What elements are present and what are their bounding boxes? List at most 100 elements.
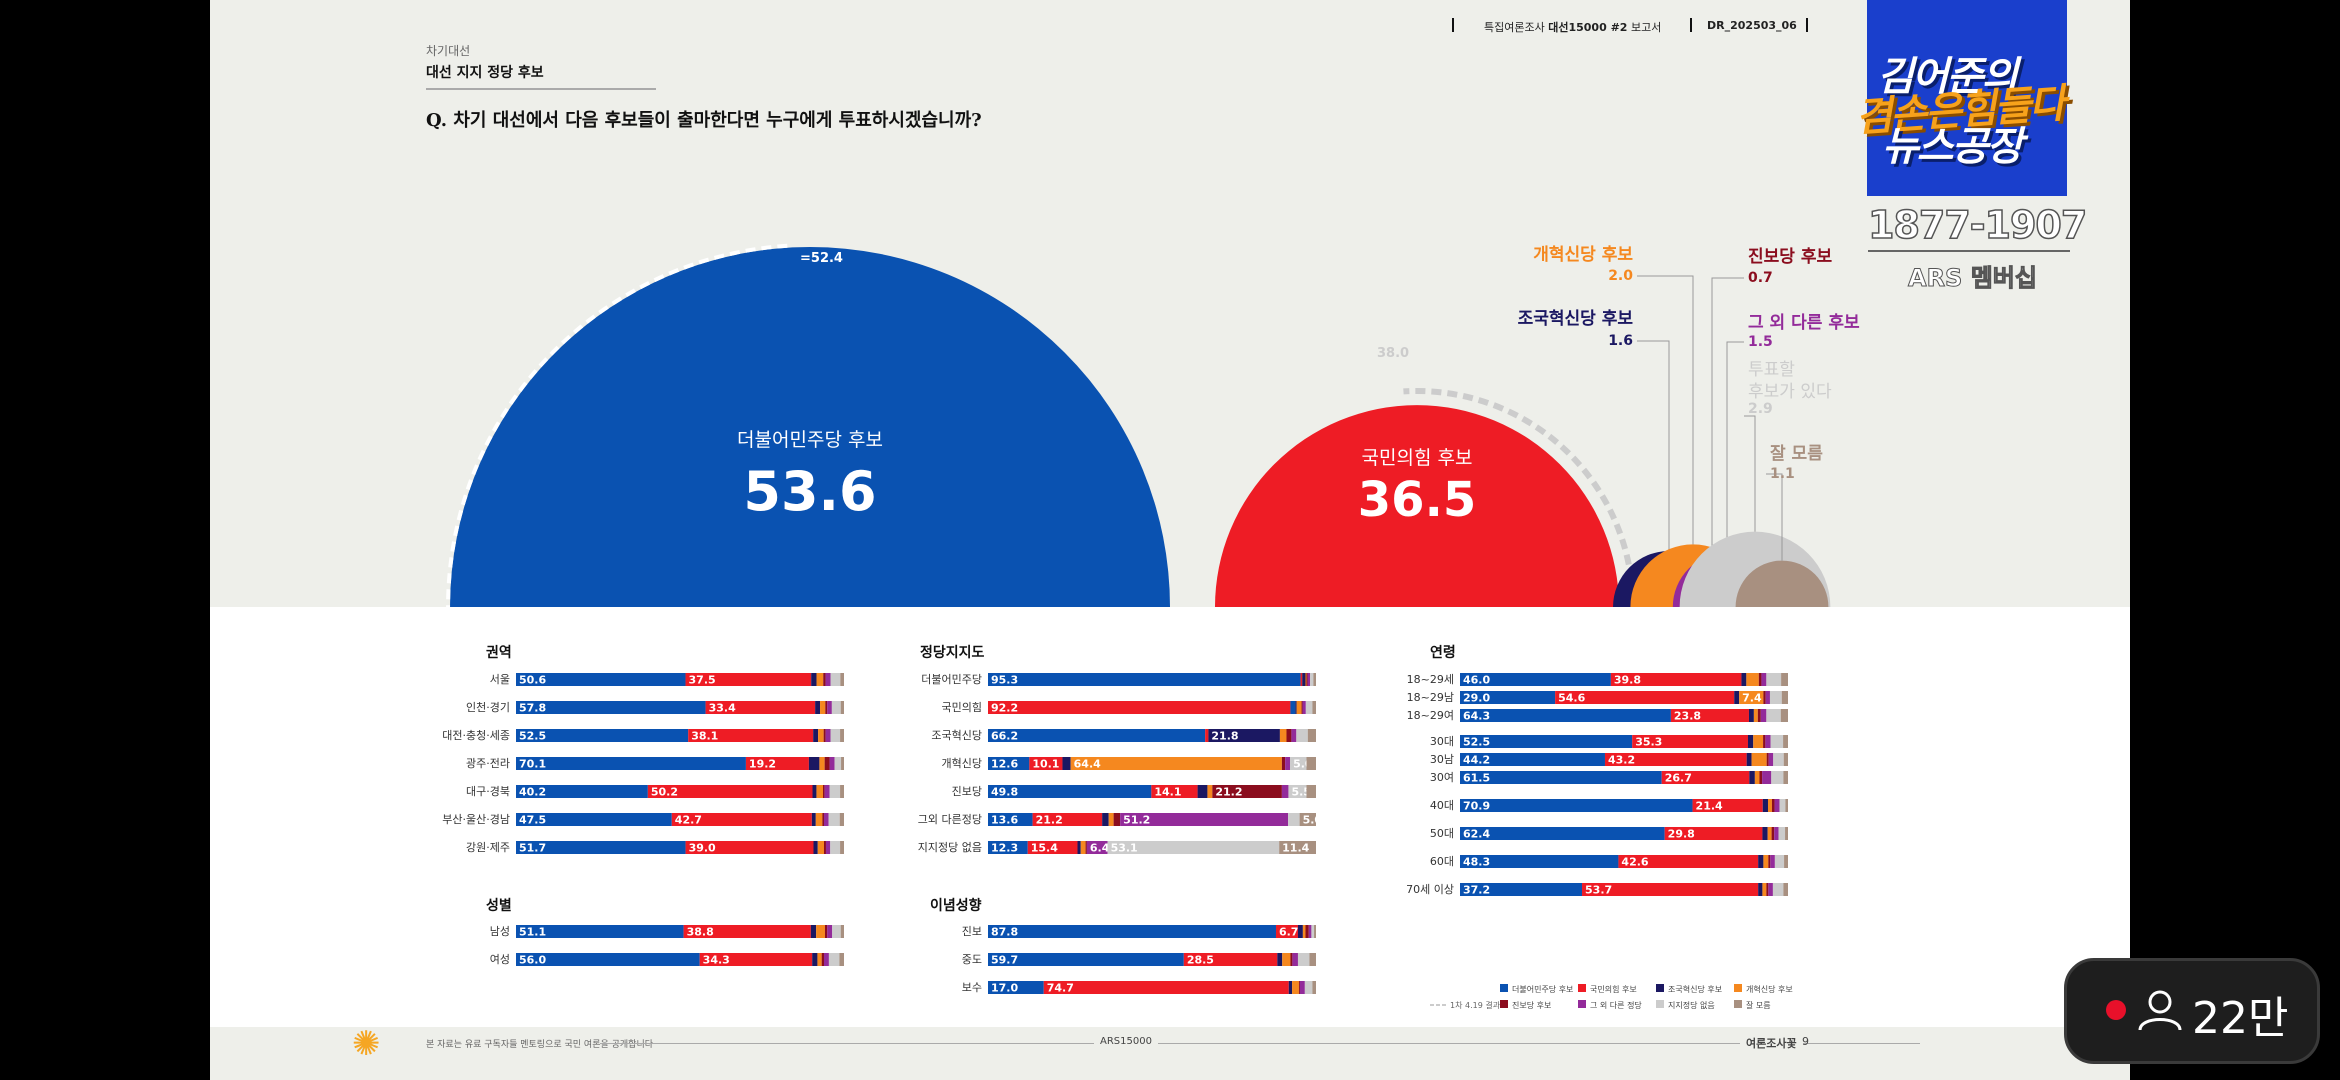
footer-brand: 여론조사꽃	[1740, 1035, 1803, 1051]
bar-segment-ppp	[688, 729, 814, 742]
bar-segment-ppp	[1618, 855, 1759, 868]
bar-segment-progressive	[1286, 729, 1292, 742]
bar-value-label: 50.6	[519, 674, 546, 687]
bar-segment-other	[1765, 691, 1770, 704]
row-label-party: 더불어민주당	[921, 673, 982, 686]
footer-bar	[210, 1027, 2130, 1080]
bar-value-label: 21.4	[1696, 800, 1723, 813]
bar-segment-reform	[1292, 981, 1299, 994]
report-slide: 차기대선 대선 지지 정당 후보 Q. 차기 대선에서 다음 후보들이 출마한다…	[210, 0, 2130, 1080]
bar-segment-dontknow	[1783, 753, 1788, 766]
leader-line-progressive	[1711, 277, 1744, 570]
bar-segment-progressive	[1763, 735, 1766, 748]
bar-segment-dontknow	[1781, 691, 1788, 704]
bar-segment-reform	[1753, 709, 1758, 722]
bar-value-label: 15.4	[1031, 842, 1058, 855]
bar-value-label: 23.8	[1674, 710, 1701, 723]
bar-segment-dem	[1460, 855, 1619, 868]
bar-segment-other	[823, 953, 829, 966]
legend-label-jogook: 조국혁신당 후보	[1668, 984, 1722, 994]
bar-segment-reform	[818, 729, 824, 742]
bar-value-label: 51.1	[519, 926, 546, 939]
row-label-age: 18~29여	[1407, 709, 1454, 722]
bar-segment-ppp	[685, 673, 812, 686]
bar-value-label: 54.6	[1558, 692, 1585, 705]
row-label-age: 30여	[1430, 771, 1454, 784]
row-label-gender: 여성	[490, 953, 510, 966]
bar-segment-dontknow	[1312, 981, 1316, 994]
bubble-dem-previous-arc	[446, 243, 788, 608]
bar-segment-other	[1086, 841, 1108, 854]
bar-segment-jogook	[1277, 953, 1283, 966]
logo-subtitle: ARS 멤버십	[1908, 264, 2038, 293]
bar-segment-none	[1310, 673, 1314, 686]
bar-segment-progressive	[1298, 981, 1300, 994]
row-label-region: 서울	[490, 673, 510, 686]
row-label-party: 진보당	[952, 785, 982, 798]
bar-segment-dem	[1460, 771, 1662, 784]
bar-segment-progressive	[825, 701, 828, 714]
row-label-party: 그외 다른정당	[918, 813, 982, 826]
bar-segment-none	[830, 841, 841, 854]
bar-segment-none	[830, 673, 841, 686]
viewer-count: 22만	[2192, 993, 2289, 1044]
bar-segment-dem	[1460, 735, 1633, 748]
bar-segment-none	[1773, 753, 1784, 766]
bubble-dem-name: 더불어민주당 후보	[737, 429, 883, 451]
bar-segment-dontknow	[840, 925, 844, 938]
bubble-ppp	[1214, 405, 1620, 607]
bar-value-label: 37.5	[689, 674, 716, 687]
bar-value-label: 42.6	[1621, 856, 1648, 869]
bar-value-label: 40.2	[519, 786, 546, 799]
bar-segment-jogook	[1295, 701, 1297, 714]
row-label-age: 60대	[1430, 855, 1454, 868]
bar-value-label: 59.7	[991, 954, 1018, 967]
bar-segment-dem	[988, 953, 1184, 966]
chart-canvas: =52.4 더불어민주당 후보 53.6 38.0 국민의힘 후보 36.5 조국혁신당 후…	[442, 243, 1860, 1010]
bar-segment-jogook	[810, 925, 817, 938]
bar-segment-dem	[1290, 701, 1296, 714]
bar-segment-none	[830, 729, 841, 742]
bar-value-label: 33.4	[709, 702, 736, 715]
bar-segment-dontknow	[840, 729, 844, 742]
bar-segment-ppp	[1183, 953, 1278, 966]
bar-segment-dontknow	[840, 785, 844, 798]
bar-value-label: 38.8	[687, 926, 714, 939]
legend-swatch-progressive	[1500, 1000, 1508, 1008]
bar-value-label: 42.7	[675, 814, 702, 827]
bar-segment-progressive	[823, 673, 826, 686]
bar-value-label: 44.2	[1463, 754, 1490, 767]
bar-value-label: 56.0	[519, 954, 546, 967]
flower-icon: ✺	[352, 1024, 381, 1064]
bar-value-label: 13.6	[991, 814, 1018, 827]
bubble-jogook-value: 1.6	[1608, 333, 1633, 349]
bar-segment-jogook	[811, 813, 816, 826]
bar-segment-progressive	[821, 953, 824, 966]
bar-segment-reform	[1108, 813, 1114, 826]
bubble-ppp-value: 36.5	[1358, 472, 1476, 528]
logo-divider	[1868, 250, 2070, 252]
bar-segment-dontknow	[1314, 925, 1316, 938]
bar-segment-dem	[988, 813, 1033, 826]
bar-segment-progressive	[823, 785, 825, 798]
bar-value-label: 49.8	[991, 786, 1018, 799]
bar-segment-dontknow	[1780, 709, 1788, 722]
bar-segment-ppp	[647, 785, 813, 798]
bar-value-label: 17.0	[991, 982, 1018, 995]
bar-value-label: 21.8	[1211, 730, 1238, 743]
bar-segment-dontknow	[840, 701, 844, 714]
bar-value-label: 50.2	[651, 786, 678, 799]
bar-segment-jogook	[1747, 735, 1754, 748]
legend-label-dem: 더불어민주당 후보	[1512, 984, 1573, 994]
bubble-none-value: 2.9	[1748, 401, 1773, 417]
row-label-age: 18~29남	[1407, 691, 1454, 704]
bar-segment-ppp	[1151, 785, 1198, 798]
bar-segment-jogook	[1748, 709, 1754, 722]
bar-segment-ppp	[685, 841, 814, 854]
bar-segment-dem	[1460, 691, 1556, 704]
bar-segment-progressive	[823, 841, 826, 854]
bar-segment-progressive	[1305, 925, 1309, 938]
bubble-progressive-value: 0.7	[1748, 270, 1773, 286]
leader-line-none	[1744, 415, 1756, 532]
row-label-region: 인천·경기	[466, 700, 510, 714]
